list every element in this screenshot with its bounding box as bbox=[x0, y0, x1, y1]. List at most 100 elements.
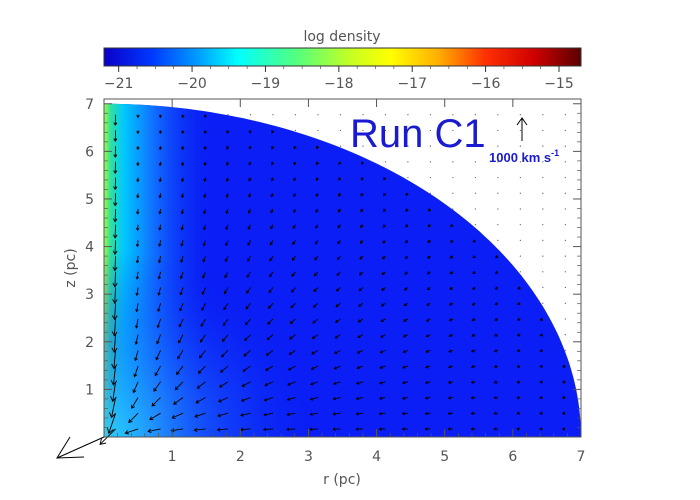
velocity-arrow-head bbox=[131, 404, 136, 409]
velocity-arrow-head bbox=[203, 194, 207, 199]
velocity-arrow-head bbox=[313, 288, 317, 293]
velocity-arrow-head bbox=[358, 288, 362, 292]
velocity-arrow-head bbox=[271, 130, 275, 134]
velocity-arrow-head bbox=[472, 239, 476, 243]
velocity-arrow-head bbox=[494, 302, 498, 306]
velocity-arrow-head bbox=[135, 276, 140, 280]
velocity-arrow-head bbox=[246, 274, 250, 278]
velocity-scale: 1000 km s-1 bbox=[489, 117, 559, 165]
velocity-arrow-head bbox=[404, 240, 408, 244]
velocity-arrow bbox=[242, 381, 251, 387]
y-tick-label: 2 bbox=[85, 335, 94, 351]
velocity-arrow bbox=[198, 365, 206, 374]
x-tick-label: 6 bbox=[508, 449, 517, 465]
velocity-dot bbox=[519, 114, 521, 116]
velocity-arrow-head bbox=[494, 270, 499, 274]
velocity-arrow-head bbox=[265, 352, 270, 356]
velocity-arrow-head bbox=[288, 352, 292, 355]
velocity-arrow-head bbox=[113, 202, 118, 207]
velocity-arrow-head bbox=[356, 366, 360, 370]
velocity-dot bbox=[519, 145, 521, 147]
velocity-arrow bbox=[335, 318, 341, 323]
velocity-arrow-head bbox=[201, 291, 205, 295]
y-axis-label: z (pc) bbox=[63, 248, 79, 287]
velocity-arrow-head bbox=[247, 258, 251, 262]
velocity-arrow bbox=[357, 365, 364, 369]
velocity-arrow-head bbox=[333, 366, 337, 370]
velocity-arrow-head bbox=[247, 226, 251, 230]
velocity-dot bbox=[542, 176, 544, 179]
velocity-dot bbox=[564, 334, 566, 336]
velocity-arrow-head bbox=[357, 335, 361, 339]
velocity-dot bbox=[564, 176, 566, 179]
colorbar-tick-label: −16 bbox=[471, 76, 501, 92]
velocity-arrow bbox=[180, 271, 184, 279]
velocity-arrow bbox=[287, 412, 296, 416]
velocity-arrow bbox=[287, 381, 296, 386]
y-tick-label: 6 bbox=[85, 144, 94, 160]
velocity-arrow-head bbox=[203, 162, 207, 167]
velocity-dot bbox=[542, 114, 544, 116]
velocity-arrow-head bbox=[266, 337, 270, 341]
velocity-dot bbox=[564, 271, 566, 273]
velocity-dot bbox=[384, 129, 387, 132]
velocity-arrow bbox=[269, 255, 274, 261]
velocity-arrow-head bbox=[289, 336, 293, 340]
velocity-arrow-head bbox=[179, 308, 183, 312]
velocity-arrow-head bbox=[293, 193, 297, 198]
colorbar-label: log density bbox=[303, 29, 380, 45]
velocity-dot bbox=[497, 224, 499, 226]
velocity-dot bbox=[542, 239, 544, 241]
velocity-arrow bbox=[155, 350, 161, 360]
velocity-arrow bbox=[112, 366, 117, 385]
velocity-arrow-head bbox=[314, 257, 318, 261]
velocity-arrow-head bbox=[336, 272, 340, 276]
velocity-arrow-head bbox=[269, 258, 273, 262]
velocity-dot bbox=[429, 145, 432, 147]
velocity-arrow bbox=[220, 365, 229, 373]
velocity-arrow-head bbox=[202, 243, 206, 247]
velocity-arrow-head bbox=[448, 349, 452, 353]
velocity-dot bbox=[452, 114, 454, 116]
velocity-arrow-head bbox=[360, 177, 364, 181]
velocity-arrow bbox=[151, 397, 161, 407]
velocity-arrow-head bbox=[267, 321, 271, 325]
velocity-arrow bbox=[290, 302, 296, 309]
velocity-arrow-head bbox=[292, 241, 296, 245]
velocity-arrow-head bbox=[112, 266, 118, 272]
velocity-dot bbox=[542, 271, 544, 273]
velocity-arrow bbox=[291, 287, 296, 293]
velocity-arrow-head bbox=[174, 386, 179, 391]
velocity-arrow bbox=[287, 397, 296, 401]
velocity-arrow-head bbox=[136, 130, 140, 135]
velocity-arrow-head bbox=[224, 258, 228, 263]
velocity-arrow-head bbox=[337, 225, 341, 229]
velocity-arrow-head bbox=[355, 412, 359, 416]
velocity-arrow-head bbox=[539, 395, 543, 400]
velocity-arrow-head bbox=[243, 353, 247, 357]
velocity-arrow-head bbox=[287, 382, 291, 386]
velocity-dot bbox=[564, 286, 566, 289]
velocity-arrow-head bbox=[424, 396, 428, 400]
velocity-dot bbox=[272, 114, 274, 116]
velocity-arrow bbox=[402, 365, 409, 369]
velocity-dot bbox=[542, 161, 544, 163]
velocity-arrow-head bbox=[359, 240, 363, 244]
velocity-arrow-head bbox=[292, 209, 296, 214]
velocity-arrow-head bbox=[313, 273, 318, 277]
velocity-arrow-head bbox=[179, 275, 184, 280]
velocity-arrow-head bbox=[287, 367, 292, 371]
velocity-arrow-head bbox=[225, 194, 229, 198]
velocity-arrow-head bbox=[154, 372, 159, 377]
velocity-arrow bbox=[158, 256, 161, 263]
velocity-dot bbox=[474, 161, 476, 163]
velocity-arrow bbox=[156, 334, 161, 344]
velocity-arrow-head bbox=[447, 411, 451, 416]
velocity-arrow-head bbox=[358, 303, 362, 307]
velocity-arrow-head bbox=[225, 178, 230, 182]
velocity-dot bbox=[294, 114, 297, 116]
velocity-arrow-head bbox=[447, 396, 451, 400]
velocity-dot bbox=[497, 129, 499, 132]
velocity-arrow-head bbox=[361, 161, 364, 165]
velocity-arrow-head bbox=[241, 383, 245, 387]
